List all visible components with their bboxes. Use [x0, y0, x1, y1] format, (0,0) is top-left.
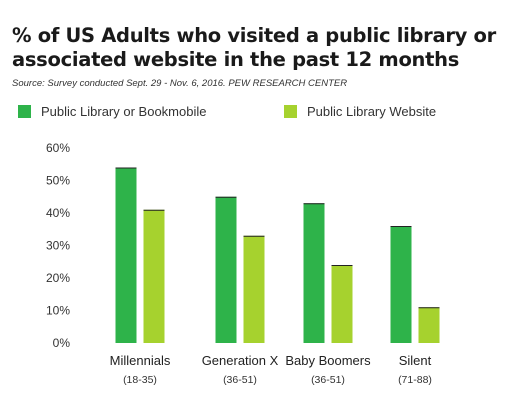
- bar-library-0: [115, 167, 137, 343]
- x-axis-labels: Millennials (18-35) Generation X (36-51) Bab…: [110, 353, 432, 386]
- bar-library-3: [390, 226, 412, 343]
- x-category-sublabel: (36-51): [223, 374, 257, 386]
- legend-item-library: Public Library or Bookmobile: [18, 103, 207, 119]
- bar-website-1: [243, 235, 265, 343]
- bar-website-3: [418, 307, 440, 343]
- y-tick-label: 20%: [46, 271, 70, 285]
- chart-title: % of US Adults who visited a public libr…: [12, 24, 496, 71]
- y-axis: 0% 10% 20% 30% 40% 50% 60%: [46, 141, 70, 350]
- bar-website-0: [143, 209, 165, 343]
- x-category-sublabel: (71-88): [398, 374, 432, 386]
- legend-item-website: Public Library Website: [284, 103, 437, 119]
- x-category-sublabel: (18-35): [123, 374, 157, 386]
- y-tick-label: 10%: [46, 304, 70, 318]
- y-tick-label: 60%: [46, 141, 70, 155]
- x-category-sublabel: (36-51): [311, 374, 345, 386]
- legend-label-website: Public Library Website: [307, 103, 437, 119]
- legend-swatch-website: [284, 104, 297, 118]
- x-category-label: Millennials: [110, 353, 171, 368]
- bar-library-2: [303, 203, 325, 343]
- x-category-label: Generation X: [202, 353, 279, 368]
- y-tick-label: 40%: [46, 206, 70, 220]
- legend-label-library: Public Library or Bookmobile: [41, 103, 207, 119]
- y-tick-label: 0%: [53, 336, 71, 350]
- y-tick-label: 30%: [46, 239, 70, 253]
- x-category-label: Silent: [399, 353, 432, 368]
- bar-library-1: [215, 196, 237, 343]
- bar-website-2: [331, 265, 353, 343]
- bars: [115, 167, 440, 343]
- legend-swatch-library: [18, 104, 31, 118]
- y-tick-label: 50%: [46, 174, 70, 188]
- x-category-label: Baby Boomers: [285, 353, 371, 368]
- chart-source: Source: Survey conducted Sept. 29 - Nov.…: [12, 78, 348, 89]
